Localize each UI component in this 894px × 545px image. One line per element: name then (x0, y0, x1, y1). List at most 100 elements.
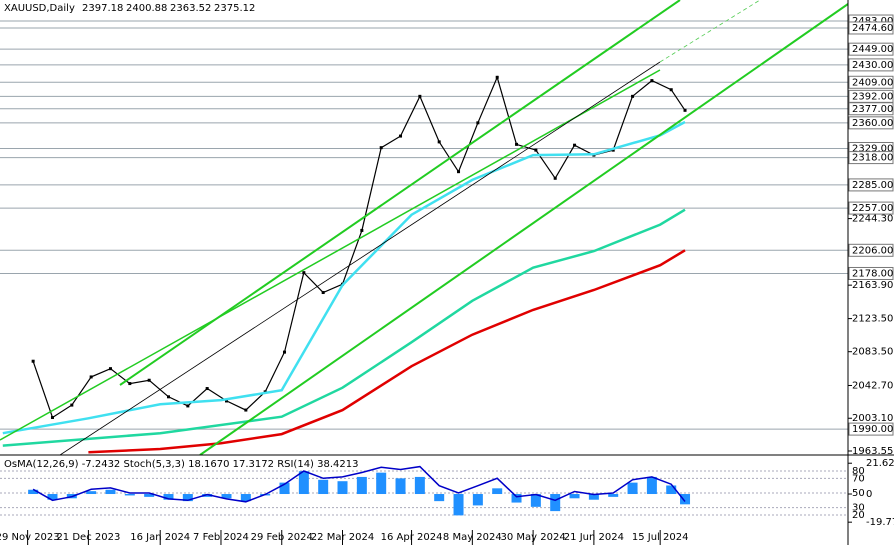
histogram-bar (608, 494, 619, 497)
histogram-bar (395, 478, 406, 495)
histogram-bar (124, 494, 135, 496)
y-tick-label: 2042.70 (852, 380, 893, 391)
y-tick-label: 2083.50 (852, 347, 893, 358)
y2-tick-label: -19.7705 (866, 517, 894, 528)
level-label: 2449.00 (852, 44, 893, 55)
histogram-bar (144, 494, 155, 497)
histogram-bar (434, 494, 445, 502)
histogram-bar (627, 482, 638, 495)
main-plot (0, 20, 848, 454)
level-box (848, 201, 894, 215)
close-mark (437, 140, 441, 144)
x-tick-label: 21 Jun 2024 (564, 532, 624, 543)
x-tick-label: 22 Mar 2024 (311, 532, 374, 543)
level-box (848, 21, 894, 35)
x-tick-label: 29 Nov 2023 (0, 532, 60, 543)
close-mark (302, 271, 306, 275)
series-line (88, 249, 686, 454)
histogram-bar (318, 479, 329, 495)
histogram-bar (414, 476, 425, 495)
histogram-bar (588, 494, 599, 500)
histogram-bar (163, 494, 174, 500)
histogram-bar (86, 491, 97, 495)
level-label: 2329.00 (852, 143, 893, 154)
histogram-bar (511, 494, 522, 503)
close-mark (515, 142, 519, 146)
x-tick-label: 16 Jan 2024 (130, 532, 190, 543)
close-mark (321, 291, 325, 295)
histogram-bar (240, 494, 251, 502)
close-mark (669, 88, 673, 92)
indicator-label: OsMA(12,26,9) -7.2432 Stoch(5,3,3) 18.16… (4, 459, 359, 470)
y-tick-label: 20 (852, 510, 865, 521)
level-box (848, 243, 894, 257)
histogram-bar (680, 494, 691, 505)
histogram-bar (569, 494, 580, 499)
close-mark (147, 378, 151, 382)
symbol-label: XAUUSD,Daily (4, 3, 75, 14)
y2-tick-label: 0 (866, 489, 872, 500)
close-mark (476, 121, 480, 125)
close-mark (166, 395, 170, 399)
x-tick-label: 8 May 2024 (443, 532, 502, 543)
histogram-bar (666, 485, 677, 495)
y-tick-label: 80 (852, 466, 865, 477)
close-mark (244, 408, 248, 412)
ohlc-value: 2400.88 (126, 3, 167, 14)
channel-line (0, 69, 661, 441)
ohlc-value: 2397.18 (82, 3, 123, 14)
x-tick-label: 21 Dec 2023 (56, 532, 120, 543)
close-mark (360, 228, 364, 232)
close-mark (683, 108, 687, 112)
close-mark (650, 79, 654, 83)
level-box (848, 151, 894, 165)
histogram-bar (646, 476, 657, 495)
level-box (848, 42, 894, 56)
level-box (848, 116, 894, 130)
close-mark (611, 148, 615, 152)
level-label: 2360.00 (852, 118, 893, 129)
series-line (32, 465, 686, 503)
y-tick-label: 2003.10 (852, 413, 893, 424)
histogram-bar (202, 494, 213, 497)
x-tick-label: 29 Feb 2024 (251, 532, 313, 543)
y-tick-label: 2244.30 (852, 214, 893, 225)
level-box (848, 58, 894, 72)
histogram-bar (105, 489, 116, 495)
channel-line (199, 3, 848, 455)
close-mark (283, 350, 287, 354)
ohlc-value: 2375.12 (214, 3, 255, 14)
trend-line (659, 0, 761, 63)
y-tick-label: 70 (852, 473, 865, 484)
x-tick-label: 30 May 2024 (500, 532, 565, 543)
level-label: 2178.00 (852, 268, 893, 279)
level-label: 2377.00 (852, 104, 893, 115)
close-mark (89, 375, 93, 379)
close-mark (573, 143, 577, 147)
close-mark (534, 148, 538, 152)
close-mark (418, 94, 422, 98)
close-mark (379, 146, 383, 150)
histogram-bar (28, 489, 39, 495)
close-mark (205, 387, 209, 391)
histogram-bar (279, 482, 290, 495)
histogram-bar (376, 472, 387, 495)
level-label: 2285.00 (852, 180, 893, 191)
histogram-bar (221, 494, 232, 499)
histogram-bar (453, 494, 464, 516)
close-mark (457, 170, 461, 174)
y-tick-label: 50 (852, 488, 865, 499)
y-tick-label: 30 (852, 503, 865, 514)
histogram-bar (47, 494, 58, 500)
level-box (848, 422, 894, 436)
trend-line (59, 61, 661, 455)
y-tick-label: 2163.90 (852, 280, 893, 291)
ohlc-value: 2363.52 (170, 3, 211, 14)
close-mark (225, 399, 229, 403)
level-box (848, 102, 894, 116)
close-mark (495, 75, 499, 79)
close-mark (553, 176, 557, 180)
level-label: 2474.60 (852, 23, 893, 34)
